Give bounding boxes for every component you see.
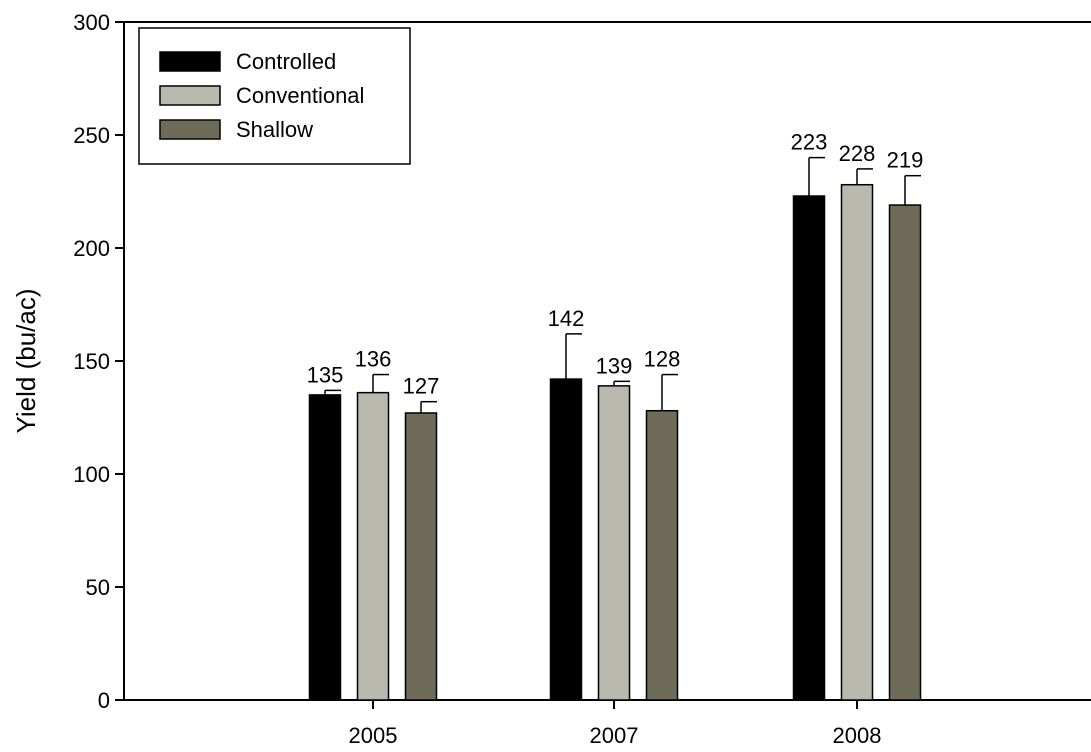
bar-shallow-2005 xyxy=(404,412,438,701)
y-tick-label: 150 xyxy=(73,349,110,374)
data-label: 142 xyxy=(548,306,585,331)
y-tick-label: 100 xyxy=(73,462,110,487)
legend: Controlled Conventional Shallow xyxy=(138,27,411,165)
legend-swatch-controlled xyxy=(159,51,221,72)
data-label: 136 xyxy=(355,347,392,372)
y-axis-label: Yield (bu/ac) xyxy=(11,289,41,434)
x-tick-label: 2008 xyxy=(833,723,882,748)
data-label: 139 xyxy=(596,353,633,378)
bar-conventional-2005 xyxy=(356,391,390,701)
bars-group xyxy=(308,183,922,701)
y-tick-label: 0 xyxy=(98,688,110,713)
y-tick-label: 200 xyxy=(73,236,110,261)
legend-label-controlled: Controlled xyxy=(236,49,336,74)
bar-controlled-2005 xyxy=(308,394,342,701)
legend-label-shallow: Shallow xyxy=(236,117,313,142)
data-label: 223 xyxy=(791,130,828,155)
error-bars-group xyxy=(324,156,921,413)
y-axis: 0 50 100 150 200 250 300 xyxy=(73,10,124,713)
legend-label-conventional: Conventional xyxy=(236,83,364,108)
legend-swatch-conventional xyxy=(159,85,221,106)
data-label: 128 xyxy=(644,347,681,372)
data-label: 219 xyxy=(887,148,924,173)
data-label: 228 xyxy=(839,141,876,166)
bar-controlled-2008 xyxy=(792,195,826,701)
x-tick-label: 2007 xyxy=(590,723,639,748)
bar-controlled-2007 xyxy=(549,378,583,701)
bar-shallow-2008 xyxy=(888,204,922,701)
data-labels-group: 135 142 223 136 139 228 127 128 219 xyxy=(307,130,924,399)
bar-conventional-2008 xyxy=(840,183,874,701)
legend-swatch-shallow xyxy=(159,119,221,140)
data-label: 127 xyxy=(403,374,440,399)
data-label: 135 xyxy=(307,362,344,387)
x-tick-label: 2005 xyxy=(349,723,398,748)
y-tick-label: 300 xyxy=(73,10,110,35)
bar-conventional-2007 xyxy=(597,385,631,701)
x-axis: 2005 2007 2008 xyxy=(349,700,882,748)
y-tick-label: 50 xyxy=(86,575,110,600)
bar-shallow-2007 xyxy=(645,409,679,701)
y-tick-label: 250 xyxy=(73,123,110,148)
